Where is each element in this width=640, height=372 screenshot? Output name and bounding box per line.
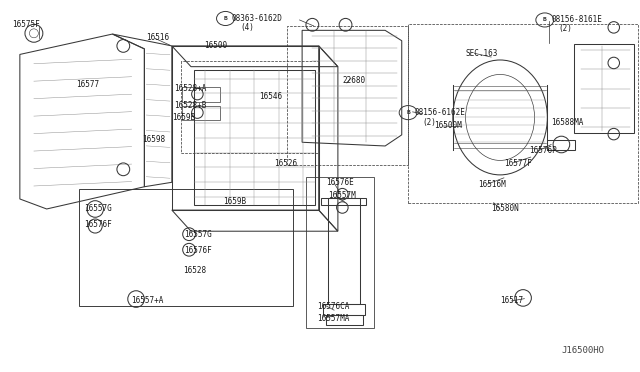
Bar	[193, 70, 315, 205]
Text: 16557G: 16557G	[84, 204, 111, 213]
Text: 08363-6162D: 08363-6162D	[232, 14, 283, 23]
Text: 16575F: 16575F	[12, 20, 40, 29]
Text: 16557+A: 16557+A	[132, 296, 164, 305]
Text: B: B	[223, 16, 227, 21]
Text: SEC.163: SEC.163	[466, 49, 498, 58]
Text: 16516M: 16516M	[478, 180, 506, 189]
Text: (4): (4)	[240, 23, 254, 32]
Text: 22680: 22680	[342, 76, 365, 85]
Bar	[306, 177, 374, 328]
Text: 16528+B: 16528+B	[174, 101, 207, 110]
Text: 16577F: 16577F	[504, 158, 532, 167]
Text: 16500: 16500	[204, 41, 227, 51]
Text: 16576CA: 16576CA	[317, 302, 349, 311]
Text: 16580N: 16580N	[491, 205, 519, 214]
Bar	[182, 87, 220, 102]
Text: 16526: 16526	[274, 158, 297, 167]
Text: 16577: 16577	[76, 80, 99, 89]
Text: 08156-8161E: 08156-8161E	[551, 16, 602, 25]
Text: 08156-6162E: 08156-6162E	[415, 108, 465, 117]
Text: (2): (2)	[422, 118, 436, 127]
Bar	[182, 106, 220, 120]
Text: 16576F: 16576F	[184, 246, 212, 255]
Text: 16576F: 16576F	[84, 221, 111, 230]
Text: 16598: 16598	[143, 135, 166, 144]
Text: 16588MA: 16588MA	[551, 119, 584, 128]
Text: B: B	[406, 110, 410, 115]
Text: 1659B: 1659B	[172, 113, 195, 122]
Text: 16528+A: 16528+A	[174, 84, 207, 93]
Text: 1659B: 1659B	[223, 197, 246, 206]
Text: 16517: 16517	[500, 296, 524, 305]
Text: 16557G: 16557G	[184, 230, 212, 240]
Text: 16528: 16528	[182, 266, 206, 275]
Text: B: B	[543, 17, 547, 22]
Text: 16557MA: 16557MA	[317, 314, 349, 323]
Text: 16500M: 16500M	[434, 122, 461, 131]
Text: J16500HO: J16500HO	[561, 346, 604, 355]
Text: 16546: 16546	[259, 92, 282, 101]
Text: (2): (2)	[559, 24, 573, 33]
Text: 16576E: 16576E	[326, 178, 354, 187]
Bar	[326, 315, 364, 325]
Text: 16557M: 16557M	[328, 191, 355, 200]
Text: 16576P: 16576P	[529, 146, 557, 155]
Text: 16516: 16516	[147, 33, 170, 42]
Bar	[79, 189, 292, 307]
